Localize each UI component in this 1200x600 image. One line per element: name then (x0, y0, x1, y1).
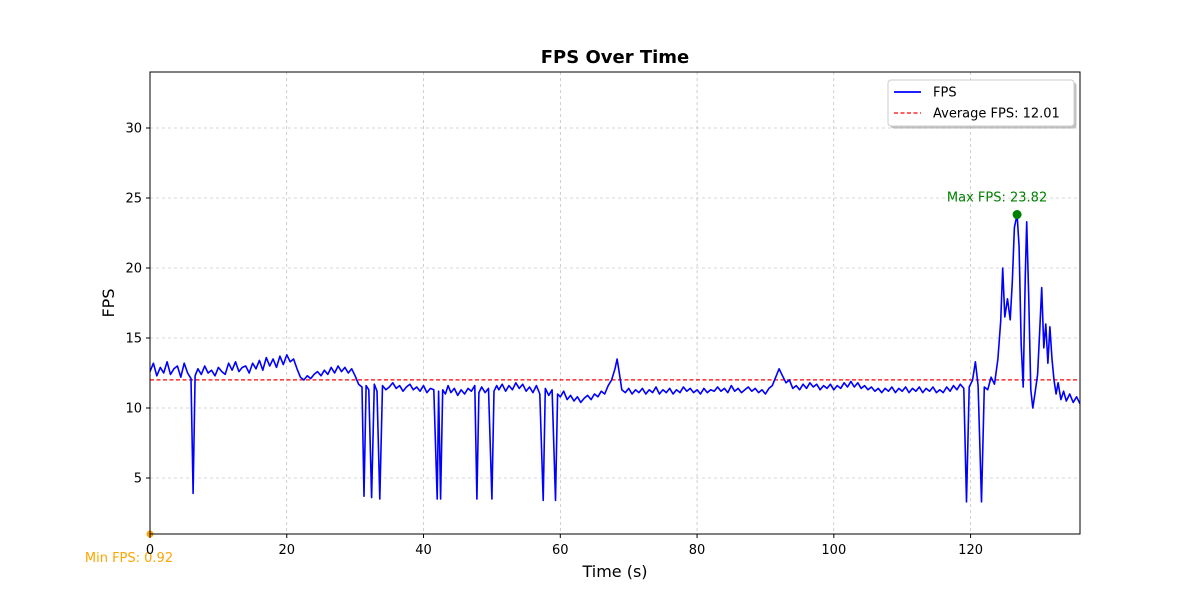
y-tick-label: 5 (134, 472, 142, 487)
y-tick-label: 20 (125, 262, 142, 277)
y-tick-label: 15 (125, 332, 142, 347)
x-tick-label: 40 (415, 543, 432, 558)
marker-layer: Max FPS: 23.82 Min FPS: 0.92 (85, 191, 1047, 566)
x-tick-label: 20 (278, 543, 295, 558)
legend-box (887, 79, 1075, 127)
x-tick-label: 100 (821, 543, 846, 558)
legend-label: Average FPS: 12.01 (933, 107, 1060, 122)
y-tick-label: 25 (125, 192, 142, 207)
y-tick-label: 10 (125, 402, 142, 417)
x-tick-label: 120 (958, 543, 983, 558)
series-layer (149, 213, 1081, 503)
x-tick-label: 60 (552, 543, 569, 558)
tick-layer: 0 20 40 60 80 100 120 5 10 15 20 25 30 (125, 122, 983, 559)
x-axis-title: Time (s) (581, 562, 647, 581)
legend-label: FPS (933, 86, 957, 101)
grid-layer (149, 72, 1080, 534)
legend: FPS Average FPS: 12.01 (887, 79, 1077, 129)
max-fps-marker (1012, 210, 1022, 220)
y-axis-title: FPS (99, 288, 118, 317)
x-tick-label: 0 (146, 543, 154, 558)
x-tick-label: 80 (689, 543, 706, 558)
fps-series-line (149, 213, 1081, 503)
y-tick-label: 30 (125, 122, 142, 137)
plot-frame (149, 71, 1081, 535)
chart-title: FPS Over Time (541, 47, 690, 68)
max-fps-annotation: Max FPS: 23.82 (947, 191, 1047, 206)
min-fps-annotation: Min FPS: 0.92 (85, 551, 173, 566)
